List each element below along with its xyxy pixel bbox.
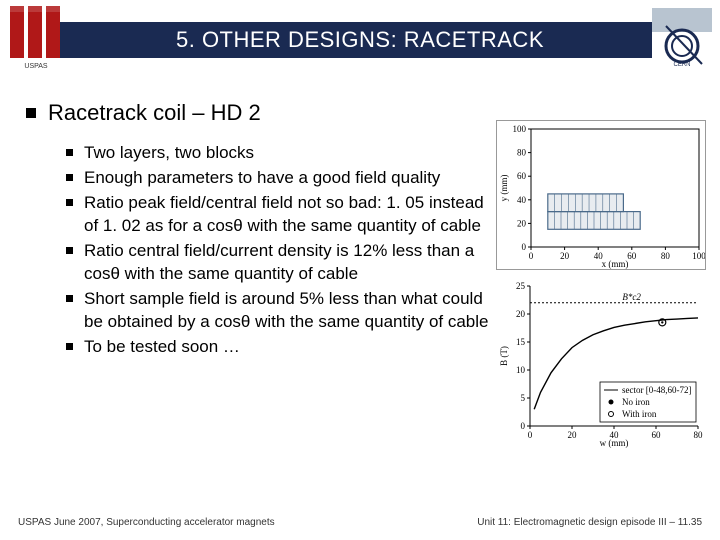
- figures-panel: 020406080100020406080100x (mm)y (mm) 020…: [496, 120, 706, 456]
- list-item: Enough parameters to have a good field q…: [84, 167, 494, 190]
- list-item-text: Two layers, two blocks: [84, 143, 254, 162]
- svg-text:25: 25: [516, 281, 526, 291]
- svg-text:80: 80: [517, 148, 527, 158]
- header: USPAS 5. OTHER DESIGNS: RACETRACK CERN: [0, 0, 720, 80]
- bullet-icon: [66, 149, 73, 156]
- bullet-list: Two layers, two blocks Enough parameters …: [84, 142, 494, 358]
- bullet-icon: [66, 199, 73, 206]
- svg-text:y (mm): y (mm): [499, 175, 509, 202]
- svg-text:w (mm): w (mm): [600, 438, 629, 448]
- svg-text:80: 80: [694, 430, 704, 440]
- list-item: Short sample field is around 5% less tha…: [84, 288, 494, 334]
- svg-text:10: 10: [516, 365, 526, 375]
- footer-left: USPAS June 2007, Superconducting acceler…: [18, 517, 275, 528]
- field-curve-figure: 0204060800510152025w (mm)B (T)B*c2sector…: [496, 278, 706, 448]
- list-item-text: Enough parameters to have a good field q…: [84, 168, 440, 187]
- title-bar: 5. OTHER DESIGNS: RACETRACK: [60, 22, 660, 58]
- svg-text:20: 20: [568, 430, 578, 440]
- list-item-text: To be tested soon …: [84, 337, 240, 356]
- footer-right: Unit 11: Electromagnetic design episode …: [477, 517, 702, 528]
- footer: USPAS June 2007, Superconducting acceler…: [18, 517, 702, 528]
- svg-text:With iron: With iron: [622, 409, 657, 419]
- svg-text:40: 40: [517, 195, 527, 205]
- svg-text:15: 15: [516, 337, 526, 347]
- svg-text:USPAS: USPAS: [24, 63, 48, 70]
- svg-text:0: 0: [521, 421, 526, 431]
- svg-text:B*c2: B*c2: [622, 292, 641, 302]
- svg-text:5: 5: [521, 393, 526, 403]
- svg-text:60: 60: [627, 251, 637, 261]
- svg-text:CERN: CERN: [673, 62, 690, 68]
- svg-text:20: 20: [560, 251, 570, 261]
- list-item: To be tested soon …: [84, 336, 494, 359]
- coil-cross-section-figure: 020406080100020406080100x (mm)y (mm): [496, 120, 706, 270]
- bullet-icon: [26, 108, 36, 118]
- svg-text:No iron: No iron: [622, 397, 650, 407]
- svg-text:60: 60: [517, 171, 527, 181]
- svg-text:B (T): B (T): [499, 346, 509, 366]
- svg-text:0: 0: [529, 251, 534, 261]
- svg-text:100: 100: [513, 124, 527, 134]
- svg-text:60: 60: [652, 430, 662, 440]
- svg-text:0: 0: [522, 242, 527, 252]
- svg-text:x (mm): x (mm): [602, 259, 629, 269]
- svg-text:0: 0: [528, 430, 533, 440]
- svg-text:20: 20: [517, 218, 527, 228]
- slide-title: 5. OTHER DESIGNS: RACETRACK: [176, 27, 544, 53]
- bullet-icon: [66, 247, 73, 254]
- list-item: Two layers, two blocks: [84, 142, 494, 165]
- svg-text:80: 80: [661, 251, 671, 261]
- list-item: Ratio peak field/central field not so ba…: [84, 192, 494, 238]
- bullet-icon: [66, 295, 73, 302]
- bullet-icon: [66, 174, 73, 181]
- svg-text:sector [0-48,60-72]: sector [0-48,60-72]: [622, 385, 691, 395]
- list-item-text: Ratio central field/current density is 1…: [84, 241, 474, 283]
- svg-text:20: 20: [516, 309, 526, 319]
- list-item-text: Ratio peak field/central field not so ba…: [84, 193, 484, 235]
- main-heading-text: Racetrack coil – HD 2: [48, 100, 261, 125]
- uspas-logo: USPAS: [8, 2, 64, 72]
- list-item-text: Short sample field is around 5% less tha…: [84, 289, 488, 331]
- svg-text:100: 100: [692, 251, 705, 261]
- cern-logo: CERN: [652, 8, 712, 68]
- bullet-icon: [66, 343, 73, 350]
- list-item: Ratio central field/current density is 1…: [84, 240, 494, 286]
